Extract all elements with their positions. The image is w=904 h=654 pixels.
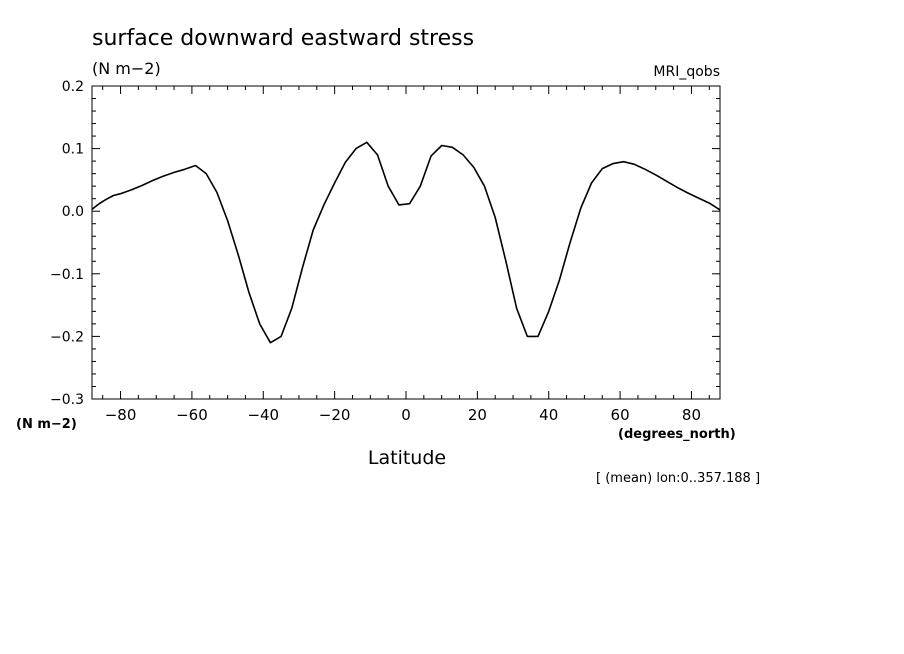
y-units-label: (N m−2) xyxy=(16,417,77,432)
y-axis-ticks xyxy=(92,85,720,400)
axes xyxy=(91,85,721,400)
y-tick-label: −0.1 xyxy=(50,267,84,283)
y-tick-label: 0.0 xyxy=(62,204,84,220)
x-tick-label: −40 xyxy=(247,406,279,424)
series-group xyxy=(91,141,721,344)
y-tick-label: 0.1 xyxy=(62,142,84,158)
x-tick-label: −80 xyxy=(105,406,137,424)
y-tick-labels: −0.3 −0.2 −0.1 0.0 0.1 0.2 xyxy=(50,79,84,408)
x-tick-label: −20 xyxy=(319,406,351,424)
x-units-label: (degrees_north) xyxy=(618,427,736,442)
series-line xyxy=(91,141,721,344)
y-tick-label: −0.2 xyxy=(50,329,84,345)
footnote: [ (mean) lon:0..357.188 ] xyxy=(596,471,760,486)
y-tick-label: −0.3 xyxy=(50,392,84,408)
x-tick-labels: −80 −60 −40 −20 0 20 40 60 80 xyxy=(105,406,701,424)
minor-ticks xyxy=(92,86,720,399)
x-axis-label: Latitude xyxy=(368,447,446,469)
x-axis-ticks xyxy=(120,86,692,399)
chart-title: surface downward eastward stress xyxy=(92,26,474,51)
x-tick-label: 80 xyxy=(682,406,701,424)
units-label: (N m−2) xyxy=(92,59,161,78)
x-tick-label: 0 xyxy=(401,406,411,424)
y-tick-label: 0.2 xyxy=(62,79,84,95)
x-tick-label: 20 xyxy=(468,406,487,424)
x-tick-label: 60 xyxy=(611,406,630,424)
x-tick-label: −60 xyxy=(176,406,208,424)
x-tick-label: 40 xyxy=(539,406,558,424)
model-label: MRI_qobs xyxy=(653,64,720,80)
plot-frame xyxy=(91,85,721,400)
